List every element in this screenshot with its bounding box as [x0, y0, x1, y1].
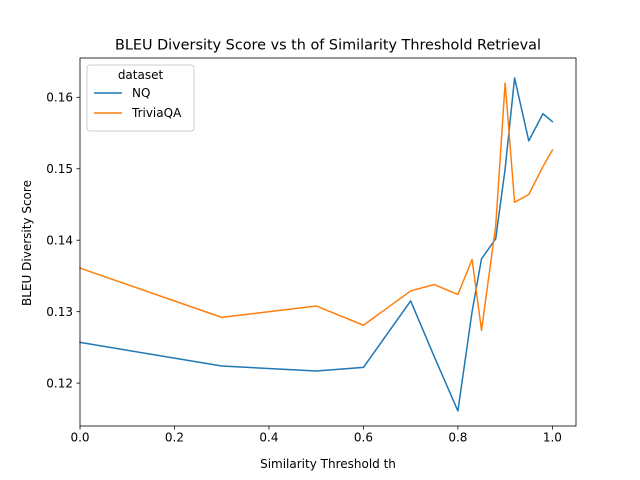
legend-box: [86, 64, 195, 132]
chart-title: BLEU Diversity Score vs th of Similarity…: [115, 38, 541, 54]
y-tick-label: 0.12: [46, 376, 73, 390]
axes-frame: [79, 57, 577, 427]
series-line-triviaqa: [79, 82, 554, 331]
y-tick-label: 0.16: [46, 91, 73, 105]
x-tick-label: 0.0: [70, 431, 89, 445]
x-tick-label: 0.6: [354, 431, 373, 445]
x-tick-label: 0.8: [448, 431, 467, 445]
legend-label-nq: NQ: [132, 86, 150, 100]
y-tick-label: 0.15: [46, 162, 73, 176]
x-tick-label: 0.2: [165, 431, 184, 445]
y-tick-label: 0.14: [46, 234, 73, 248]
legend-title: dataset: [118, 68, 164, 82]
series-line-nq: [79, 77, 554, 412]
y-axis-label: BLEU Diversity Score: [20, 180, 34, 306]
legend-label-triviaqa: TriviaQA: [131, 106, 182, 120]
y-tick-label: 0.13: [46, 305, 73, 319]
x-tick-label: 1.0: [543, 431, 562, 445]
y-axis: 0.12 0.13 0.14 0.15 0.16: [46, 91, 80, 390]
legend: dataset NQ TriviaQA: [86, 64, 195, 132]
plot-area: [79, 57, 577, 427]
x-axis: 0.0 0.2 0.4 0.6 0.8 1.0: [70, 426, 562, 445]
x-axis-label: Similarity Threshold th: [260, 457, 396, 471]
x-tick-label: 0.4: [259, 431, 278, 445]
